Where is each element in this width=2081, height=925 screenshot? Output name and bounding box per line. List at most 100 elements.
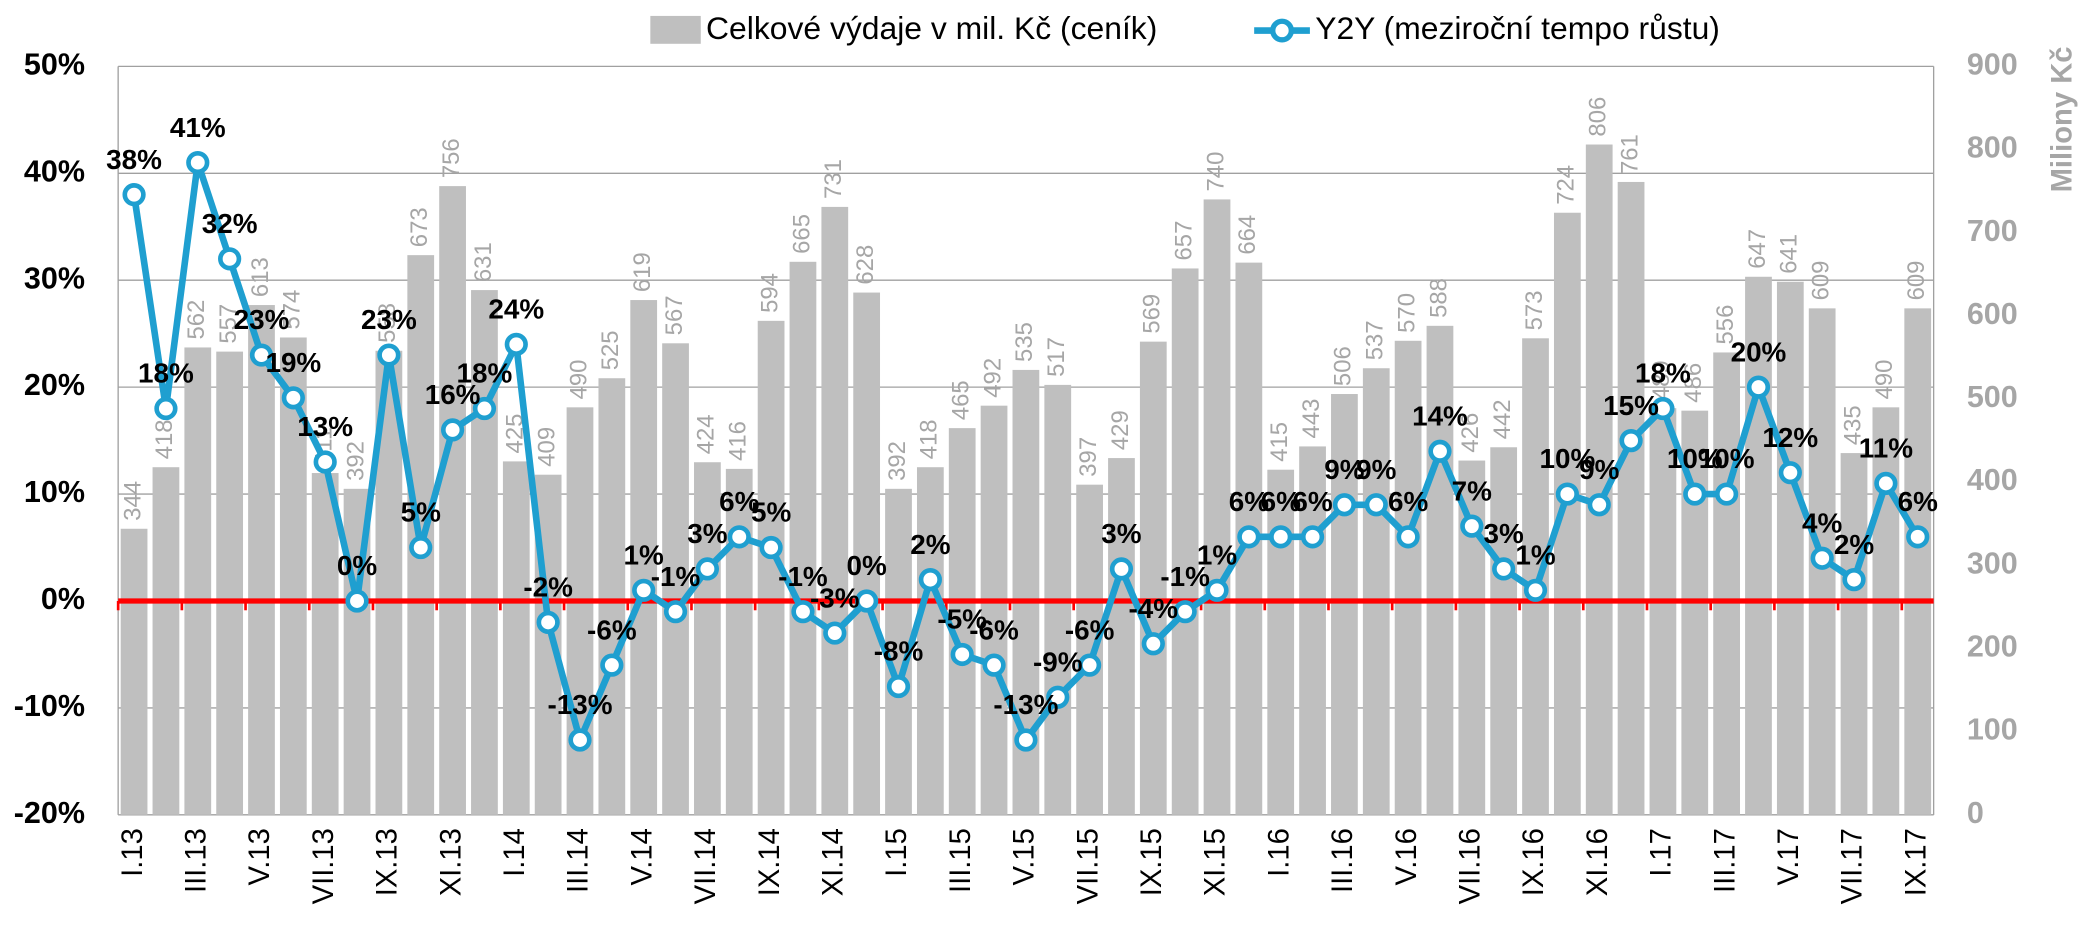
data-label: -4%: [1129, 593, 1179, 624]
bar: [439, 186, 466, 815]
bar-value-label: 756: [438, 138, 465, 178]
line-marker: [1396, 525, 1420, 549]
bar-value-label: 731: [820, 159, 847, 199]
bar: [1267, 469, 1295, 815]
line-marker: [727, 525, 751, 549]
bar-value-label: 442: [1489, 399, 1516, 439]
x-tick-label: XI.13: [435, 828, 467, 896]
bar-value-label: 631: [470, 242, 497, 282]
y-tick-label: 20%: [24, 368, 85, 402]
bar-value-label: 558: [374, 303, 401, 343]
bar: [1840, 453, 1868, 815]
line-marker: [663, 600, 688, 624]
bar: [1394, 340, 1422, 815]
bar-value-label: 556: [1712, 305, 1739, 345]
y2-tick-label: 500: [1967, 380, 2018, 414]
bar: [311, 473, 339, 815]
data-label: -1%: [778, 561, 828, 592]
data-label: 6%: [1898, 486, 1938, 517]
data-label: 6%: [1229, 486, 1269, 517]
bar-value-label: 392: [342, 441, 369, 481]
line-marker: [1842, 567, 1866, 592]
line-marker: [950, 642, 974, 667]
line-marker: [1906, 525, 1930, 549]
line-marker: [154, 396, 178, 421]
data-label: 1%: [1197, 539, 1237, 570]
x-tick-label: VII.16: [1455, 828, 1487, 904]
data-label: 13%: [297, 411, 353, 442]
x-tick-label: I.13: [117, 828, 149, 877]
bar: [1331, 394, 1358, 815]
x-tick-label: III.17: [1709, 828, 1741, 893]
bar-value-label: 574: [279, 290, 306, 330]
x-tick-label: VII.17: [1837, 828, 1869, 904]
line-marker: [1587, 493, 1611, 517]
data-label: 2%: [910, 529, 950, 560]
bar: [1139, 341, 1167, 815]
data-label: 3%: [1484, 518, 1524, 549]
data-label: 6%: [1261, 486, 1301, 517]
bar-value-label: 557: [215, 304, 242, 344]
bar-value-label: 416: [725, 421, 752, 461]
data-label: -3%: [810, 582, 860, 613]
bar-value-label: 415: [1266, 422, 1293, 462]
line-marker: [1141, 632, 1165, 656]
data-label: 5%: [751, 497, 791, 528]
bar-value-label: 506: [1330, 346, 1357, 386]
line-marker: [600, 653, 624, 677]
data-label: 5%: [401, 497, 441, 528]
y-tick-label: -20%: [14, 796, 85, 830]
bar-value-label: 665: [788, 214, 815, 254]
data-label: 9%: [1356, 454, 1396, 485]
bar-value-label: 489: [1648, 360, 1675, 400]
bar-value-label: 673: [406, 207, 433, 247]
line-marker: [1492, 557, 1516, 581]
bar-value-label: 724: [1553, 165, 1580, 205]
bar: [853, 292, 881, 815]
line-marker: [1874, 471, 1898, 495]
bar-value-label: 537: [1362, 320, 1389, 360]
y2-tick-label: 600: [1967, 297, 2018, 331]
bar: [502, 461, 530, 815]
data-label: -1%: [1160, 561, 1210, 592]
data-label: 10%: [1699, 443, 1755, 474]
bar-value-label: 619: [629, 252, 656, 292]
data-label: 10%: [1539, 443, 1595, 474]
y2-tick-label: 400: [1967, 463, 2018, 497]
y-tick-label: 0%: [41, 582, 85, 616]
y2-tick-label: 800: [1967, 131, 2018, 165]
data-label: 6%: [719, 486, 759, 517]
line-marker: [1173, 600, 1197, 624]
bar: [1076, 484, 1103, 815]
x-tick-label: V.17: [1773, 828, 1805, 885]
data-label: 6%: [1292, 486, 1332, 517]
bar: [725, 468, 753, 815]
data-label: 1%: [1515, 539, 1555, 570]
bar: [120, 528, 148, 815]
bar-value-label: 517: [1043, 337, 1070, 377]
line-marker: [1046, 685, 1070, 709]
data-label: -13%: [993, 689, 1058, 720]
y2-tick-label: 300: [1967, 546, 2018, 580]
data-label: 10%: [1667, 443, 1723, 474]
x-tick-label: V.16: [1391, 828, 1423, 885]
x-tick-label: XI.15: [1200, 828, 1232, 896]
x-tick-label: XI.14: [818, 828, 850, 896]
line-marker: [1300, 525, 1325, 549]
bar-value-label: 418: [151, 419, 178, 459]
x-tick-label: VII.14: [690, 828, 722, 904]
line-marker: [504, 332, 528, 356]
bar: [1108, 458, 1135, 815]
line-marker: [695, 557, 720, 581]
data-label: 32%: [202, 208, 258, 239]
data-label: 38%: [106, 144, 162, 175]
bar: [662, 343, 689, 815]
bar: [184, 347, 212, 815]
data-label: -1%: [651, 561, 701, 592]
data-label: 9%: [1324, 454, 1364, 485]
bar: [1362, 368, 1390, 815]
data-label: -8%: [874, 636, 924, 667]
data-label: 4%: [1802, 507, 1842, 538]
line-marker: [377, 343, 401, 367]
data-label: 7%: [1452, 475, 1492, 506]
